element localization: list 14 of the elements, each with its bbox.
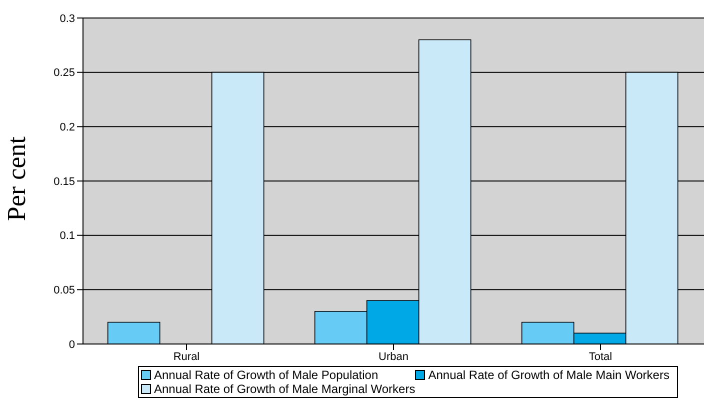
x-tick-label: Total — [588, 350, 612, 363]
y-tick-label: 0.2 — [60, 122, 75, 134]
legend-label: Annual Rate of Growth of Male Population — [153, 368, 380, 382]
legend-label: Annual Rate of Growth of Male Marginal Workers — [153, 382, 416, 396]
legend-label: Annual Rate of Growth of Male Main Workers — [427, 368, 670, 382]
x-tick-label: Rural — [173, 350, 200, 363]
y-tick-label: 0.1 — [60, 230, 75, 242]
y-tick-label: 0 — [68, 338, 75, 351]
y-axis-title: Per cent — [2, 136, 32, 221]
x-tick-label: Urban — [378, 350, 408, 363]
y-tick-label: 0.3 — [60, 12, 75, 25]
y-tick-label: 0.25 — [54, 67, 75, 80]
y-tick-label: 0.15 — [54, 176, 75, 188]
y-tick-label: 0.05 — [54, 284, 75, 297]
